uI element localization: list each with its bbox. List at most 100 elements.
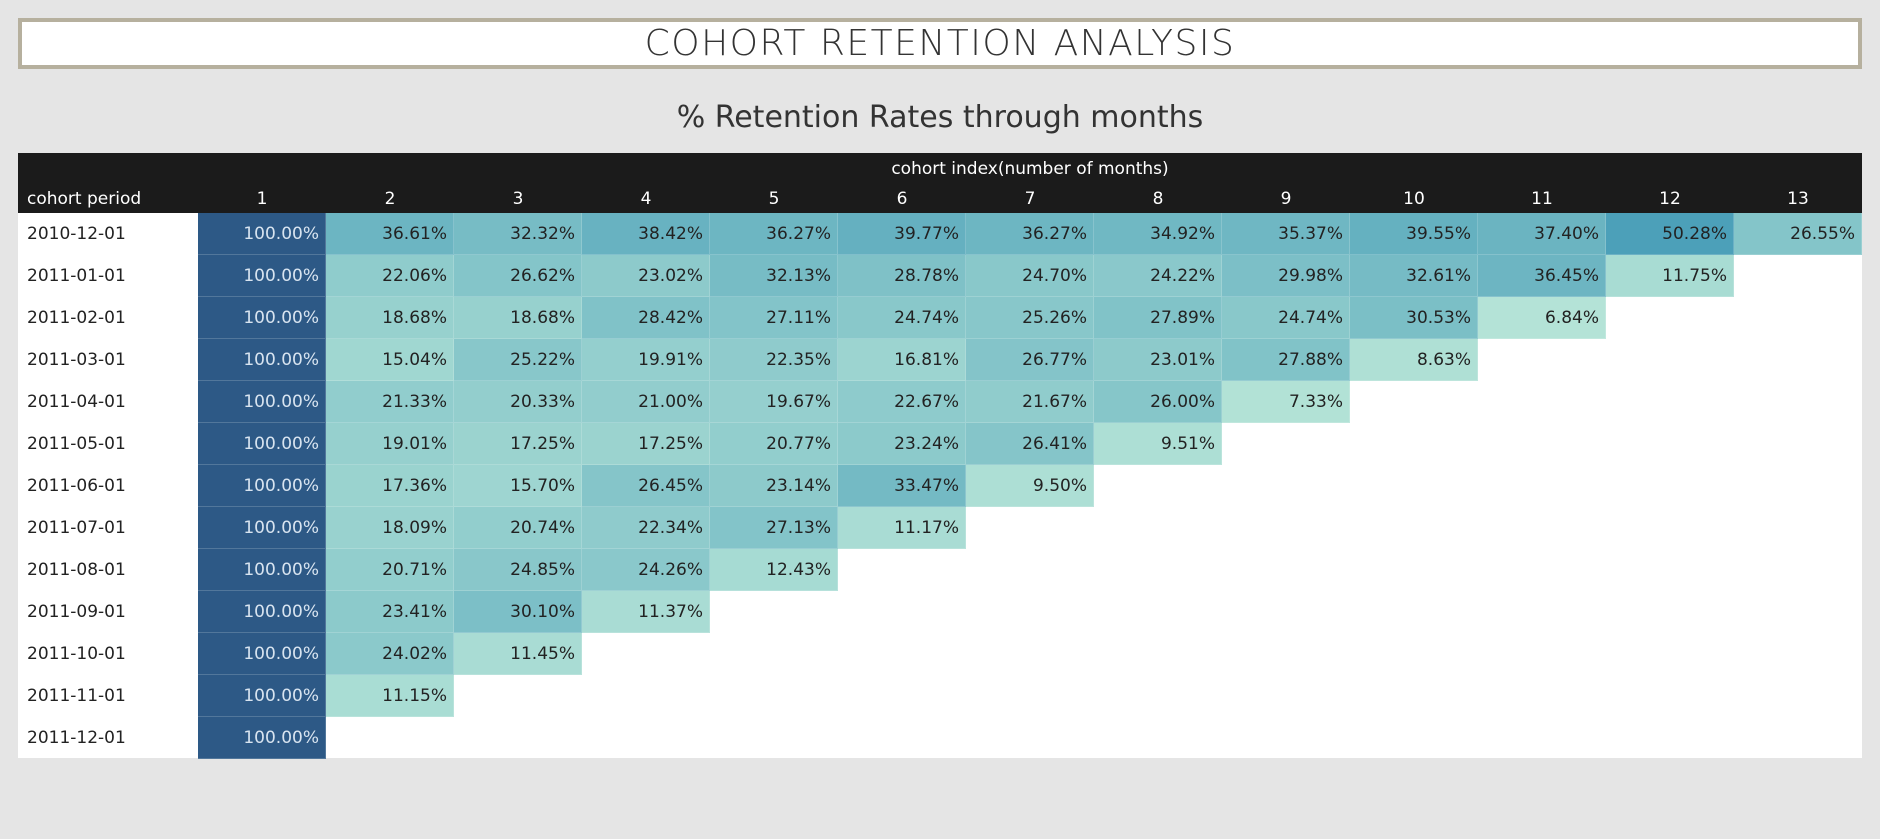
heatmap-cell: 100.00%	[198, 213, 326, 255]
heatmap-cell: 23.14%	[710, 465, 838, 507]
heatmap-cell: 23.24%	[838, 423, 966, 465]
heatmap-cell: 100.00%	[198, 591, 326, 633]
heatmap-cell: 11.17%	[838, 507, 966, 549]
heatmap-cell: 37.40%	[1478, 213, 1606, 255]
cohort-index-title: cohort index(number of months)	[891, 159, 1169, 179]
heatmap-cell: 100.00%	[198, 255, 326, 297]
heatmap-cell: 15.70%	[454, 465, 582, 507]
heatmap-cell: 22.34%	[582, 507, 710, 549]
heatmap-cell: 11.45%	[454, 633, 582, 675]
heatmap-cell: 24.85%	[454, 549, 582, 591]
heatmap-cell: 22.06%	[326, 255, 454, 297]
heatmap-cell: 19.67%	[710, 381, 838, 423]
heatmap-cell: 11.15%	[326, 675, 454, 717]
heatmap-cell: 12.43%	[710, 549, 838, 591]
dashboard-title: COHORT RETENTION ANALYSIS	[18, 18, 1862, 69]
heatmap-cell: 26.00%	[1094, 381, 1222, 423]
heatmap-cell: 29.98%	[1222, 255, 1350, 297]
column-header-10: 10	[1403, 189, 1425, 209]
heatmap-cell: 11.37%	[582, 591, 710, 633]
heatmap-cell: 18.68%	[326, 297, 454, 339]
heatmap-cell: 100.00%	[198, 339, 326, 381]
heatmap-cell: 32.13%	[710, 255, 838, 297]
heatmap-cell: 100.00%	[198, 423, 326, 465]
heatmap-cell: 100.00%	[198, 675, 326, 717]
column-header-11: 11	[1531, 189, 1553, 209]
heatmap-cell: 19.91%	[582, 339, 710, 381]
heatmap-cell: 100.00%	[198, 381, 326, 423]
cohort-period-label: 2011-05-01	[27, 434, 126, 454]
cohort-period-label: 2011-08-01	[27, 560, 126, 580]
heatmap-cell: 9.51%	[1094, 423, 1222, 465]
heatmap-cell: 20.77%	[710, 423, 838, 465]
heatmap-cell: 26.62%	[454, 255, 582, 297]
cohort-period-label: 2011-10-01	[27, 644, 126, 664]
heatmap-cell: 24.74%	[1222, 297, 1350, 339]
heatmap-cell: 50.28%	[1606, 213, 1734, 255]
column-header-6: 6	[896, 189, 908, 209]
heatmap-cell: 23.02%	[582, 255, 710, 297]
heatmap-cell: 34.92%	[1094, 213, 1222, 255]
heatmap-cell: 27.89%	[1094, 297, 1222, 339]
column-header-3: 3	[512, 189, 524, 209]
heatmap-cell: 21.33%	[326, 381, 454, 423]
heatmap-cell: 100.00%	[198, 507, 326, 549]
heatmap-cell: 8.63%	[1350, 339, 1478, 381]
heatmap-cell: 30.10%	[454, 591, 582, 633]
heatmap-cell: 9.50%	[966, 465, 1094, 507]
heatmap-cell: 23.01%	[1094, 339, 1222, 381]
column-header-5: 5	[768, 189, 780, 209]
cohort-period-title: cohort period	[27, 189, 142, 209]
cohort-period-label: 2010-12-01	[27, 224, 126, 244]
chart-subtitle: % Retention Rates through months	[676, 100, 1204, 135]
heatmap-cell: 20.74%	[454, 507, 582, 549]
heatmap-cell: 20.71%	[326, 549, 454, 591]
column-header-7: 7	[1024, 189, 1036, 209]
heatmap-cell: 27.11%	[710, 297, 838, 339]
heatmap-cell: 20.33%	[454, 381, 582, 423]
heatmap-cell: 24.70%	[966, 255, 1094, 297]
cohort-period-label: 2011-02-01	[27, 308, 126, 328]
heatmap-cell: 7.33%	[1222, 381, 1350, 423]
heatmap-cell: 36.27%	[710, 213, 838, 255]
column-header-9: 9	[1280, 189, 1292, 209]
heatmap-cell: 36.45%	[1478, 255, 1606, 297]
heatmap-cell: 11.75%	[1606, 255, 1734, 297]
heatmap-cell: 17.25%	[454, 423, 582, 465]
heatmap-cell: 25.22%	[454, 339, 582, 381]
heatmap-cell: 17.25%	[582, 423, 710, 465]
heatmap-cell: 39.55%	[1350, 213, 1478, 255]
heatmap-cell: 100.00%	[198, 465, 326, 507]
heatmap-cell: 24.22%	[1094, 255, 1222, 297]
heatmap-cell: 28.78%	[838, 255, 966, 297]
heatmap-cell: 21.00%	[582, 381, 710, 423]
heatmap-cell: 16.81%	[838, 339, 966, 381]
heatmap-cell: 36.27%	[966, 213, 1094, 255]
heatmap-cell: 22.67%	[838, 381, 966, 423]
heatmap-cell: 39.77%	[838, 213, 966, 255]
heatmap-cell: 26.41%	[966, 423, 1094, 465]
heatmap-cell: 38.42%	[582, 213, 710, 255]
heatmap-cell: 36.61%	[326, 213, 454, 255]
heatmap-cell: 100.00%	[198, 717, 326, 759]
column-header-2: 2	[384, 189, 396, 209]
cohort-period-label: 2011-04-01	[27, 392, 126, 412]
heatmap-cell: 24.74%	[838, 297, 966, 339]
heatmap-cell: 32.61%	[1350, 255, 1478, 297]
heatmap-cell: 27.88%	[1222, 339, 1350, 381]
cohort-period-label: 2011-06-01	[27, 476, 126, 496]
cohort-period-label: 2011-07-01	[27, 518, 126, 538]
column-header-12: 12	[1659, 189, 1681, 209]
heatmap-cell: 24.26%	[582, 549, 710, 591]
heatmap-cell: 27.13%	[710, 507, 838, 549]
heatmap-cell: 22.35%	[710, 339, 838, 381]
heatmap-cell: 21.67%	[966, 381, 1094, 423]
heatmap-cell: 100.00%	[198, 549, 326, 591]
cohort-period-label: 2011-12-01	[27, 728, 126, 748]
heatmap-cell: 23.41%	[326, 591, 454, 633]
column-header-4: 4	[640, 189, 652, 209]
column-header-13: 13	[1787, 189, 1809, 209]
heatmap-cell: 19.01%	[326, 423, 454, 465]
column-header-8: 8	[1152, 189, 1164, 209]
heatmap-header: cohort index(number of months) cohort pe…	[18, 153, 1862, 213]
